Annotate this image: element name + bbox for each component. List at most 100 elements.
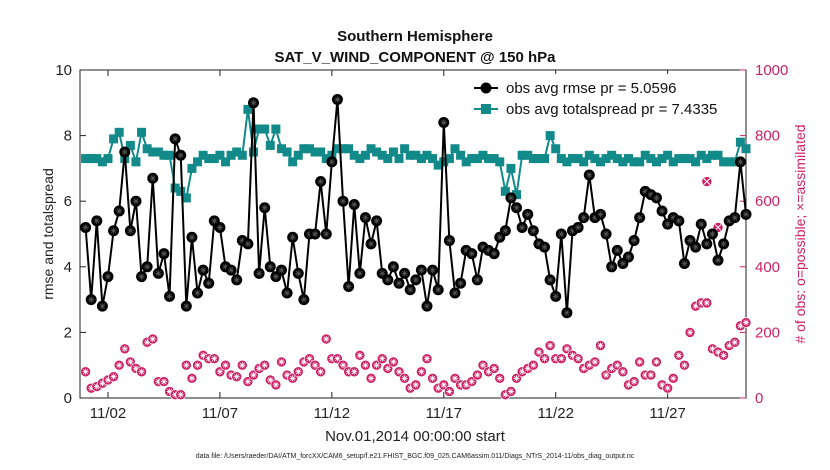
obs-possible-point bbox=[80, 366, 91, 378]
obs-possible-point bbox=[376, 353, 388, 364]
totalspread-point bbox=[92, 154, 102, 164]
rmse-point bbox=[113, 205, 125, 217]
totalspread-point bbox=[282, 147, 292, 157]
series-rmse bbox=[80, 94, 752, 319]
obs-possible-point bbox=[494, 373, 506, 384]
rmse-point bbox=[404, 284, 416, 296]
rmse-point bbox=[197, 264, 209, 276]
rmse-point bbox=[119, 146, 131, 158]
rmse-point bbox=[427, 264, 439, 276]
obs-possible-point bbox=[662, 382, 673, 394]
totalspread-point bbox=[433, 160, 443, 170]
totalspread-point bbox=[394, 154, 404, 164]
rmse-point bbox=[622, 251, 634, 263]
totalspread-point bbox=[450, 144, 460, 154]
x-axis: 11/02 11/07 11/12 11/17 11/22 11/27 bbox=[90, 70, 686, 422]
totalspread-point bbox=[114, 127, 124, 137]
series-totalspread bbox=[81, 104, 751, 203]
obs-possible-point bbox=[399, 373, 410, 384]
totalspread-point bbox=[137, 127, 147, 137]
obs-possible-point bbox=[505, 386, 517, 397]
chart-title-line2: SAT_V_WIND_COMPONENT @ 150 hPa bbox=[274, 49, 556, 66]
rmse-point bbox=[449, 287, 461, 299]
rmse-point bbox=[315, 176, 327, 188]
rmse-point bbox=[231, 274, 243, 286]
obs-possible-point bbox=[528, 359, 539, 371]
rmse-point bbox=[259, 202, 271, 214]
totalspread-point bbox=[674, 154, 684, 164]
rmse-point bbox=[399, 267, 411, 279]
rmse-point bbox=[253, 267, 265, 279]
rmse-point bbox=[511, 202, 523, 214]
obs-possible-point bbox=[729, 336, 741, 348]
totalspread-point bbox=[293, 150, 303, 160]
totalspread-point bbox=[248, 147, 258, 157]
totalspread-point bbox=[719, 157, 729, 167]
totalspread-point bbox=[260, 124, 270, 134]
rmse-point bbox=[438, 116, 450, 128]
totalspread-point bbox=[198, 150, 208, 160]
obs-possible-point bbox=[220, 359, 231, 371]
totalspread-point bbox=[299, 144, 309, 154]
obs-possible-point bbox=[175, 389, 187, 401]
totalspread-point bbox=[646, 154, 656, 164]
totalspread-point bbox=[226, 150, 236, 160]
rmse-point bbox=[164, 290, 176, 302]
totalspread-point bbox=[534, 154, 544, 164]
totalspread-point bbox=[679, 154, 689, 164]
totalspread-point bbox=[321, 154, 331, 164]
totalspread-point bbox=[478, 150, 488, 160]
obs-possible-point bbox=[645, 369, 657, 381]
totalspread-point bbox=[405, 150, 415, 160]
x-tick-label: 11/12 bbox=[314, 405, 350, 422]
obs-possible-point bbox=[606, 363, 617, 374]
totalspread-point bbox=[271, 124, 281, 134]
rmse-point bbox=[147, 172, 159, 184]
y-axis-label-left: rmse and totalspread bbox=[40, 168, 56, 300]
totalspread-point bbox=[663, 150, 673, 160]
totalspread-point bbox=[372, 147, 382, 157]
rmse-point bbox=[600, 228, 612, 240]
rmse-point bbox=[455, 277, 467, 289]
totalspread-point bbox=[517, 150, 527, 160]
x-axis-label: Nov.01,2014 00:00:00 start bbox=[325, 428, 506, 445]
series-obs-count bbox=[80, 176, 752, 401]
y-tick-label-left: 6 bbox=[64, 193, 72, 210]
rmse-point bbox=[611, 244, 623, 256]
rmse-point bbox=[387, 261, 399, 273]
obs-possible-point bbox=[119, 343, 131, 355]
rmse-point bbox=[561, 307, 573, 319]
totalspread-point bbox=[153, 147, 163, 157]
totalspread-point bbox=[338, 144, 348, 154]
rmse-point bbox=[706, 228, 718, 240]
obs-possible-point bbox=[684, 327, 696, 338]
y-tick-label-right: 800 bbox=[755, 128, 780, 145]
rmse-point bbox=[656, 205, 668, 217]
totalspread-point bbox=[237, 150, 247, 160]
totalspread-point bbox=[730, 157, 740, 167]
y-tick-label-left: 2 bbox=[64, 324, 72, 341]
obs-possible-point bbox=[416, 366, 427, 378]
rmse-point bbox=[158, 248, 170, 260]
totalspread-point bbox=[109, 134, 119, 144]
totalspread-point bbox=[81, 154, 91, 164]
totalspread-point bbox=[495, 157, 505, 167]
rmse-point bbox=[124, 225, 136, 237]
totalspread-point bbox=[355, 154, 365, 164]
rmse-point bbox=[102, 271, 114, 283]
totalspread-point bbox=[635, 157, 645, 167]
rmse-point bbox=[320, 228, 332, 240]
totalspread-point bbox=[456, 150, 466, 160]
totalspread-point bbox=[416, 154, 426, 164]
rmse-point bbox=[740, 208, 752, 220]
rmse-point bbox=[203, 277, 215, 289]
rmse-point bbox=[365, 238, 377, 250]
rmse-point bbox=[578, 212, 590, 224]
totalspread-point bbox=[142, 144, 152, 154]
rmse-point bbox=[337, 195, 349, 207]
rmse-point bbox=[550, 290, 562, 302]
totalspread-point bbox=[741, 144, 751, 154]
totalspread-point bbox=[735, 137, 745, 147]
totalspread-point bbox=[595, 157, 605, 167]
